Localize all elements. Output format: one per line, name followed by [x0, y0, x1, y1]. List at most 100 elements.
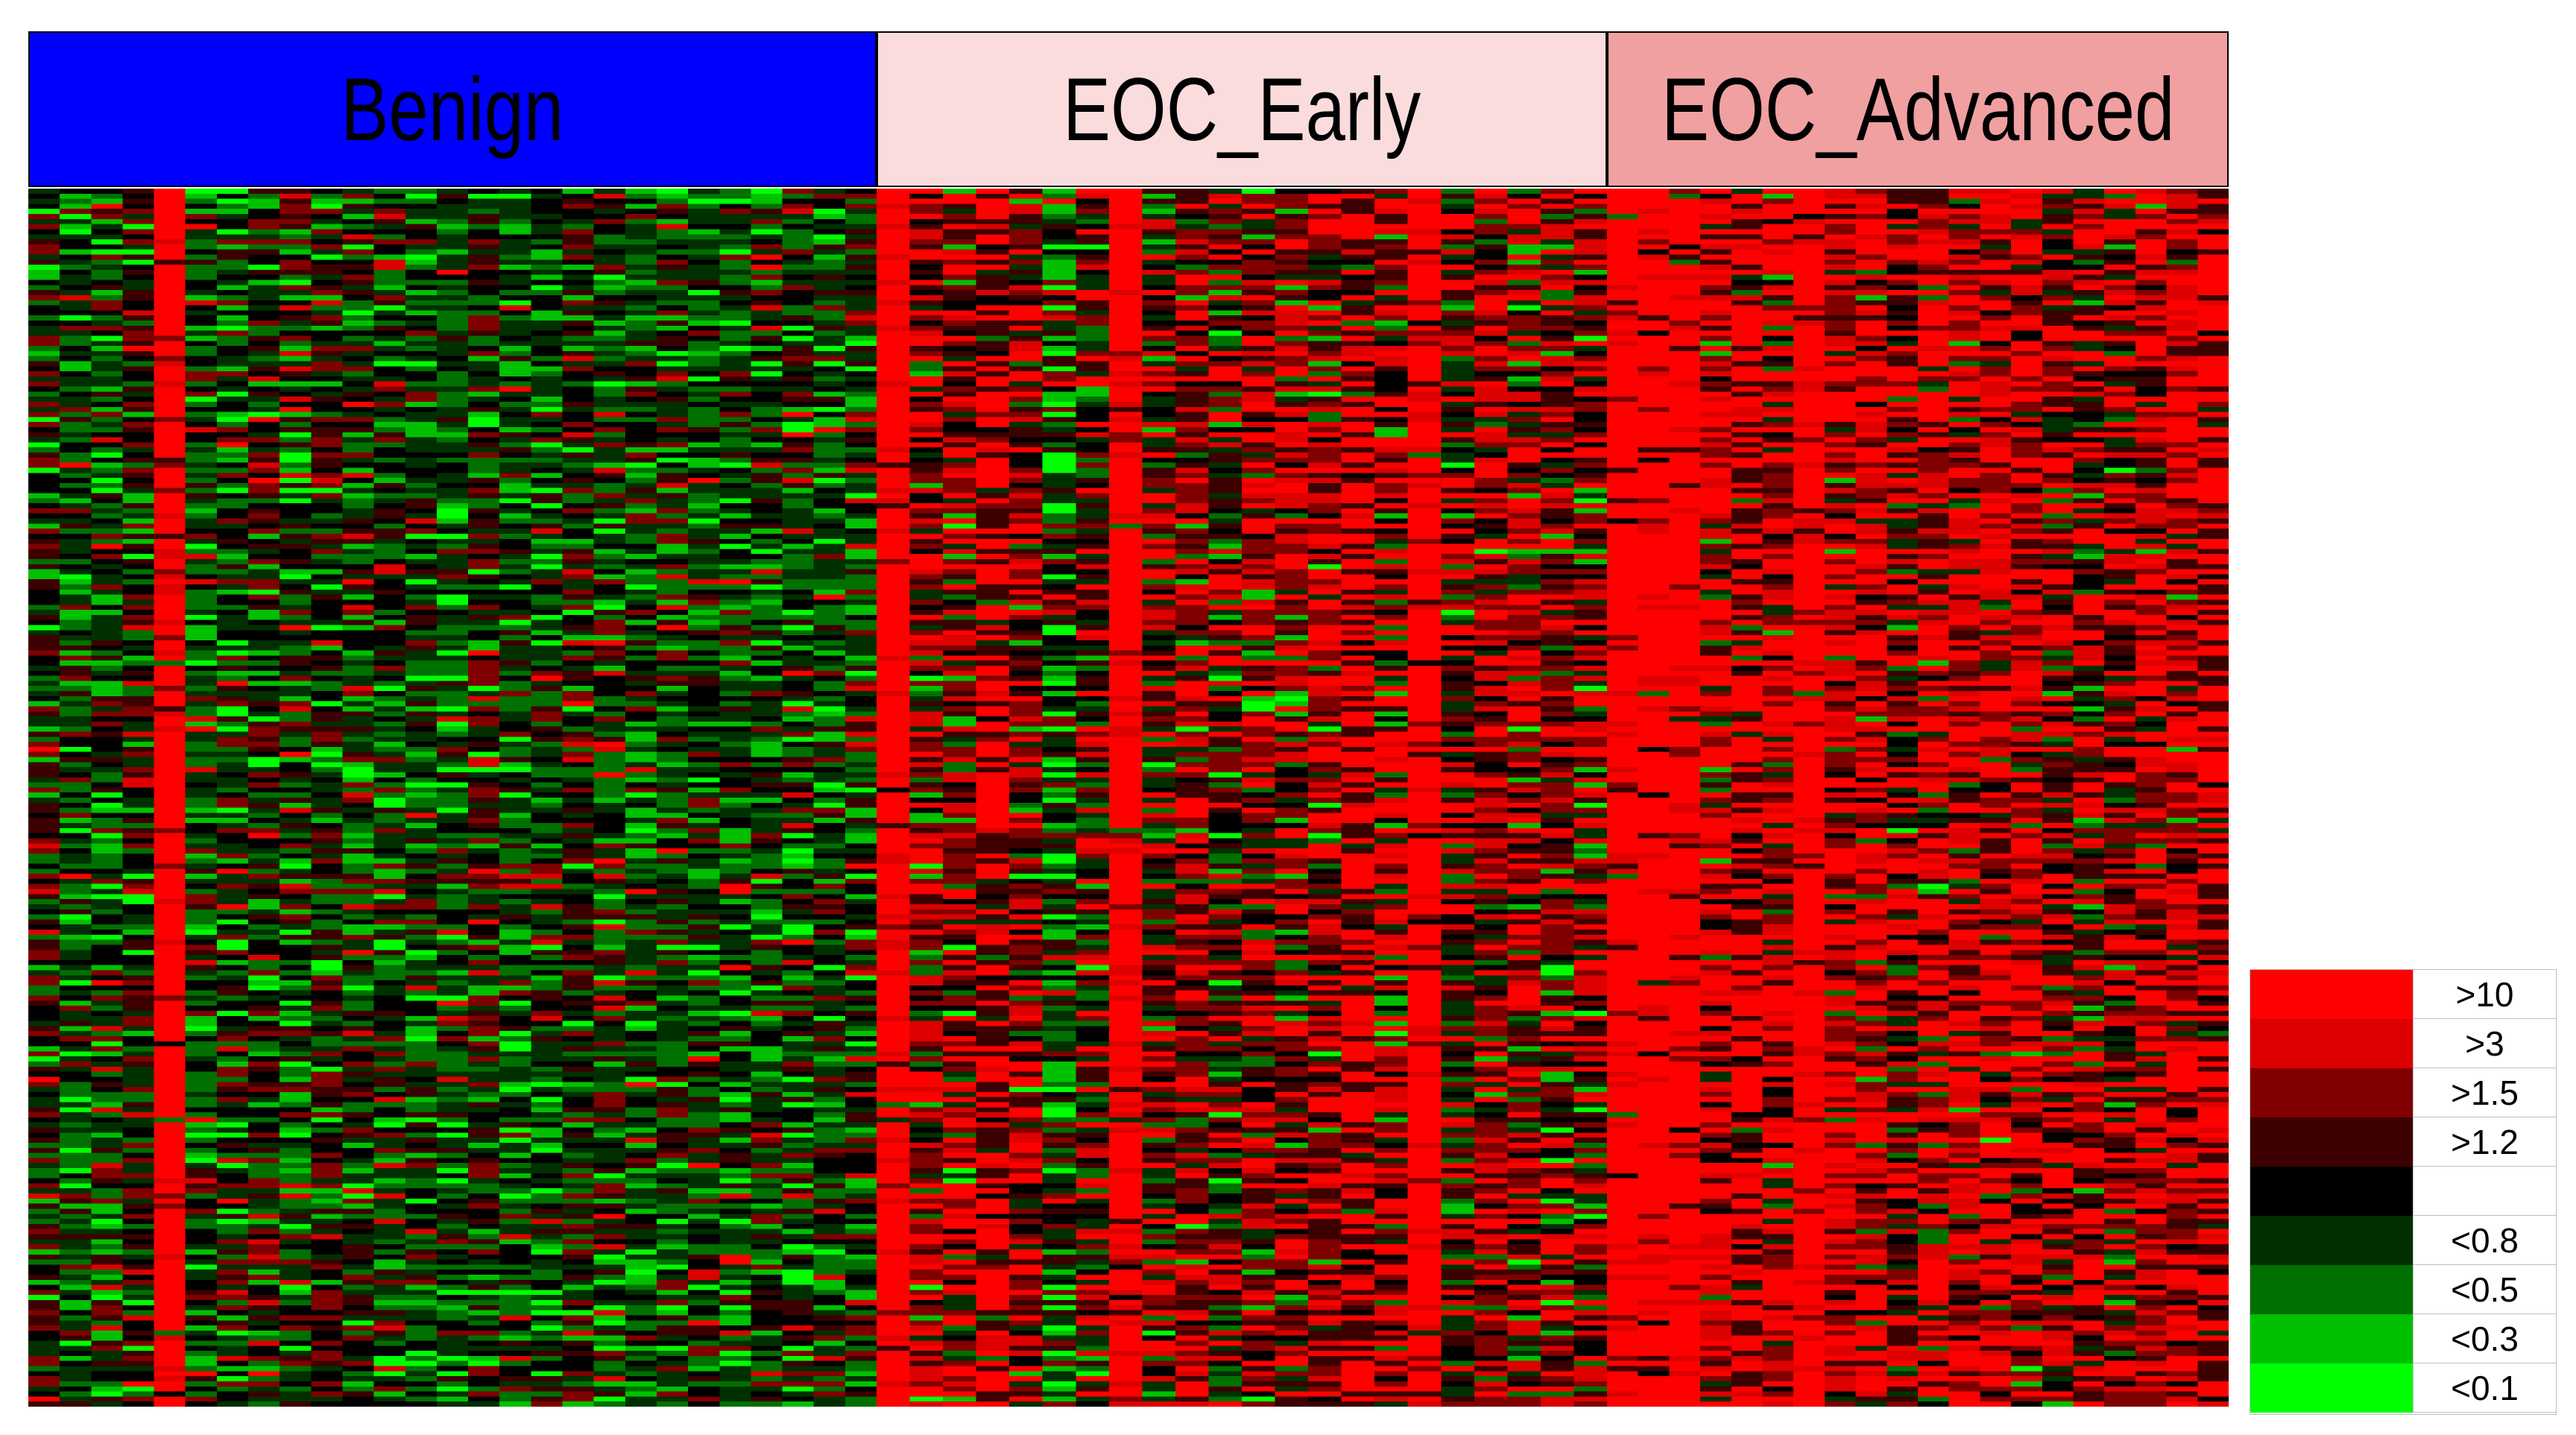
heatmap-cell	[562, 1376, 595, 1382]
heatmap-cell	[91, 498, 124, 504]
heatmap-cell	[154, 645, 186, 652]
heatmap-cell	[531, 802, 564, 809]
heatmap-cell	[122, 899, 155, 905]
heatmap-cell	[91, 198, 124, 205]
heatmap-cell	[154, 1366, 186, 1372]
heatmap-cell	[593, 1351, 626, 1357]
heatmap-cell	[185, 716, 218, 722]
heatmap-cell	[656, 903, 689, 910]
heatmap-cell	[562, 290, 595, 296]
heatmap-cell	[593, 787, 626, 793]
heatmap-cell	[28, 437, 60, 444]
heatmap-cell	[248, 538, 280, 545]
heatmap-cell	[185, 274, 218, 281]
heatmap-cell	[154, 1193, 186, 1199]
heatmap-cell	[436, 1274, 469, 1281]
heatmap-cell	[311, 1173, 344, 1179]
heatmap-cell	[91, 848, 124, 854]
heatmap-cell	[216, 1376, 249, 1382]
heatmap-cell	[248, 559, 280, 565]
heatmap-cell	[154, 950, 186, 956]
heatmap-cell	[60, 721, 92, 728]
heatmap-cell	[91, 686, 124, 692]
heatmap-cell	[562, 1188, 595, 1194]
heatmap-cell	[656, 1041, 689, 1047]
heatmap-cell	[60, 229, 92, 235]
heatmap-cell	[280, 762, 312, 768]
heatmap-cell	[122, 889, 155, 895]
heatmap-cell	[60, 401, 92, 408]
heatmap-cell	[280, 1335, 312, 1342]
heatmap-cell	[60, 899, 92, 905]
heatmap-cell	[625, 878, 657, 885]
heatmap-cell	[154, 422, 186, 428]
heatmap-cell	[91, 1376, 124, 1382]
heatmap-cell	[216, 305, 249, 311]
heatmap-cell	[436, 980, 469, 986]
heatmap-cell	[499, 1031, 531, 1037]
heatmap-cell	[593, 1320, 626, 1326]
heatmap-cell	[625, 411, 657, 417]
heatmap-cell	[122, 751, 155, 758]
heatmap-cell	[185, 1244, 218, 1250]
heatmap-cell	[342, 985, 375, 991]
heatmap-cell	[531, 426, 564, 433]
heatmap-cell	[311, 239, 344, 245]
heatmap-cell	[373, 350, 406, 357]
heatmap-cell	[28, 189, 60, 195]
heatmap-cell	[531, 868, 564, 874]
heatmap-cell	[593, 321, 626, 327]
heatmap-cell	[280, 229, 312, 235]
heatmap-cell	[248, 254, 280, 260]
heatmap-cell	[593, 442, 626, 448]
heatmap-cell	[28, 1391, 60, 1397]
heatmap-cell	[154, 1270, 186, 1275]
heatmap-cell	[499, 290, 531, 296]
heatmap-cell	[436, 1300, 469, 1306]
heatmap-cell	[562, 675, 595, 682]
heatmap-cell	[405, 584, 438, 590]
heatmap-cell	[499, 599, 531, 605]
heatmap-cell	[28, 762, 60, 768]
heatmap-cell	[436, 965, 469, 971]
heatmap-cell	[531, 655, 564, 661]
heatmap-cell	[311, 381, 344, 388]
heatmap-cell	[625, 493, 657, 499]
heatmap-cell	[562, 909, 595, 915]
heatmap-cell	[405, 346, 438, 352]
heatmap-cell	[311, 681, 344, 687]
heatmap-cell	[28, 193, 60, 200]
heatmap-cell	[122, 843, 155, 849]
heatmap-cell	[91, 397, 124, 403]
heatmap-cell	[436, 1010, 469, 1017]
heatmap-cell	[311, 1006, 344, 1012]
heatmap-cell	[154, 467, 186, 473]
heatmap-cell	[154, 660, 186, 666]
heatmap-cell	[280, 1376, 312, 1382]
heatmap-cell	[405, 594, 438, 601]
heatmap-cell	[468, 706, 500, 712]
heatmap-cell	[216, 294, 249, 301]
heatmap-cell	[154, 665, 186, 672]
heatmap-cell	[531, 1315, 564, 1321]
heatmap-cell	[248, 1142, 280, 1149]
heatmap-cell	[280, 457, 312, 464]
heatmap-cell	[216, 559, 249, 565]
heatmap-cell	[436, 1351, 469, 1357]
heatmap-cell	[656, 457, 689, 464]
heatmap-cell	[185, 827, 218, 834]
heatmap-cell	[499, 1279, 531, 1286]
heatmap-cell	[91, 934, 124, 941]
heatmap-cell	[436, 605, 469, 611]
heatmap-cell	[154, 1340, 186, 1346]
heatmap-cell	[280, 508, 312, 514]
heatmap-cell	[122, 1026, 155, 1032]
heatmap-cell	[342, 350, 375, 357]
heatmap-cell	[531, 640, 564, 646]
heatmap-cell	[468, 533, 500, 540]
heatmap-cell	[625, 371, 657, 377]
heatmap-cell	[531, 1056, 564, 1062]
heatmap-cell	[185, 823, 218, 829]
heatmap-cell	[468, 493, 500, 499]
heatmap-column-benign-10	[311, 189, 344, 1407]
